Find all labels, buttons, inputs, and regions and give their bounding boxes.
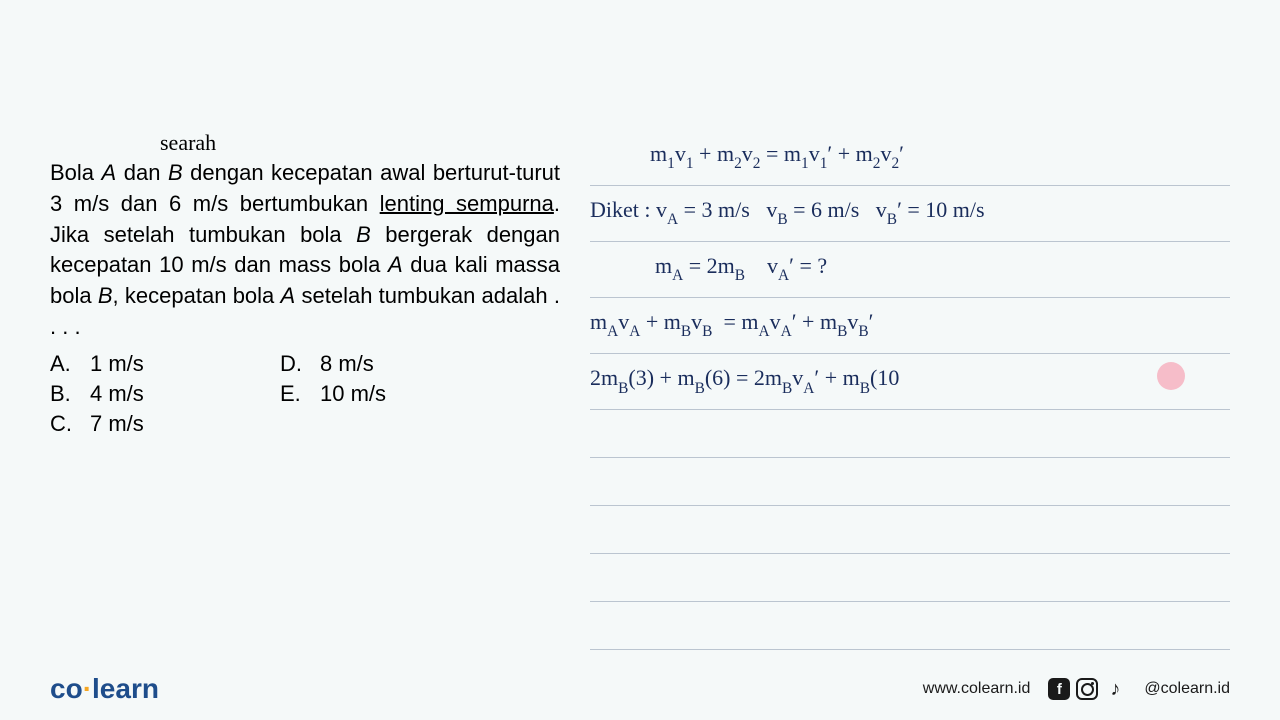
work-line-calculation: 2mB(3) + mB(6) = 2mBvA′ + mB(10 — [590, 354, 1230, 410]
work-line-empty — [590, 554, 1230, 602]
option-c: C. 7 m/s — [50, 411, 260, 437]
option-value: 7 m/s — [90, 411, 144, 437]
work-line-empty — [590, 458, 1230, 506]
text-segment: B — [356, 222, 371, 247]
work-column: m1v1 + m2v2 = m1v1′ + m2v2′ Diket : vA =… — [590, 130, 1230, 650]
work-line-empty — [590, 506, 1230, 554]
work-line-empty — [590, 602, 1230, 650]
footer-url: www.colearn.id — [923, 680, 1031, 698]
option-e: E. 10 m/s — [280, 381, 490, 407]
option-d: D. 8 m/s — [280, 351, 490, 377]
work-line-empty — [590, 410, 1230, 458]
text-underlined: lenting sempurna — [380, 191, 554, 216]
options-grid: A. 1 m/s D. 8 m/s B. 4 m/s E. 10 m/s C. … — [50, 351, 560, 437]
work-line-given-2: mA = 2mB vA′ = ? — [590, 242, 1230, 298]
logo-dot-icon: · — [83, 673, 92, 704]
footer-handle: @colearn.id — [1144, 680, 1230, 698]
facebook-icon: f — [1048, 678, 1070, 700]
logo: co·learn — [50, 673, 159, 705]
option-value: 8 m/s — [320, 351, 374, 377]
work-line-substitution: mAvA + mBvB = mAvA′ + mBvB′ — [590, 298, 1230, 354]
text-segment: Bola — [50, 160, 102, 185]
option-letter: E. — [280, 381, 320, 407]
instagram-icon — [1076, 678, 1098, 700]
work-line-given: Diket : vA = 3 m/s vB = 6 m/s vB′ = 10 m… — [590, 186, 1230, 242]
text-segment: B — [98, 283, 113, 308]
handwritten-work: m1v1 + m2v2 = m1v1′ + m2v2′ Diket : vA =… — [590, 130, 1230, 650]
text-segment: A — [281, 283, 296, 308]
tiktok-icon: ♪ — [1104, 678, 1126, 700]
option-value: 1 m/s — [90, 351, 144, 377]
text-segment: A — [388, 252, 403, 277]
pointer-dot-icon — [1157, 362, 1185, 390]
option-letter: A. — [50, 351, 90, 377]
problem-column: searah Bola A dan B dengan kecepatan awa… — [50, 130, 560, 650]
problem-statement: Bola A dan B dengan kecepatan awal bertu… — [50, 158, 560, 343]
footer: co·learn www.colearn.id f ♪ @colearn.id — [50, 673, 1230, 705]
work-line-momentum-eq: m1v1 + m2v2 = m1v1′ + m2v2′ — [590, 130, 1230, 186]
option-value: 10 m/s — [320, 381, 386, 407]
text-segment: dan — [116, 160, 168, 185]
option-b: B. 4 m/s — [50, 381, 260, 407]
option-letter: B. — [50, 381, 90, 407]
logo-learn: learn — [92, 673, 159, 704]
option-letter: C. — [50, 411, 90, 437]
footer-right: www.colearn.id f ♪ @colearn.id — [923, 678, 1230, 700]
text-segment: , kecepatan bola — [113, 283, 281, 308]
option-letter: D. — [280, 351, 320, 377]
social-icons: f ♪ — [1048, 678, 1126, 700]
option-a: A. 1 m/s — [50, 351, 260, 377]
text-segment: A — [102, 160, 117, 185]
annotation-searah: searah — [160, 130, 560, 156]
text-segment: B — [168, 160, 183, 185]
option-value: 4 m/s — [90, 381, 144, 407]
logo-co: co — [50, 673, 83, 704]
